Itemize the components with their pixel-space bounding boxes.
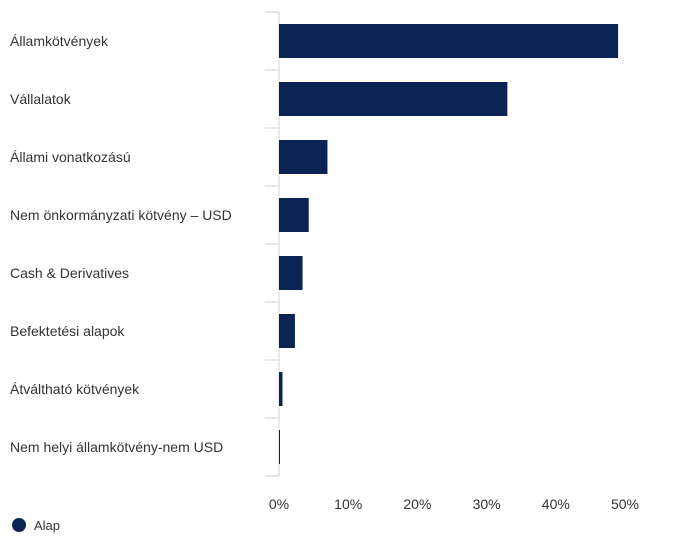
bar <box>279 140 328 174</box>
category-label: Cash & Derivatives <box>10 265 129 281</box>
bar <box>279 82 508 116</box>
bar <box>279 430 280 464</box>
category-label: Átváltható kötvények <box>10 381 140 397</box>
category-label: Állami vonatkozású <box>10 149 131 165</box>
x-tick-label: 40% <box>542 496 570 512</box>
bar <box>279 24 619 58</box>
bar <box>279 372 283 406</box>
x-tick-label: 30% <box>473 496 501 512</box>
bar <box>279 198 309 232</box>
legend-label: Alap <box>34 517 61 533</box>
x-tick-label: 10% <box>334 496 362 512</box>
category-label: Vállalatok <box>10 91 72 107</box>
category-label: Befektetési alapok <box>10 323 125 339</box>
legend: Alap <box>12 517 60 533</box>
bar <box>279 256 303 290</box>
category-label: Nem helyi államkötvény-nem USD <box>10 439 223 455</box>
category-label: Államkötvények <box>10 33 109 49</box>
category-label: Nem önkormányzati kötvény – USD <box>10 207 232 223</box>
bar <box>279 314 295 348</box>
x-tick-label: 0% <box>269 496 289 512</box>
legend-swatch-icon <box>12 518 26 532</box>
x-tick-label: 20% <box>403 496 431 512</box>
x-tick-label: 50% <box>611 496 639 512</box>
